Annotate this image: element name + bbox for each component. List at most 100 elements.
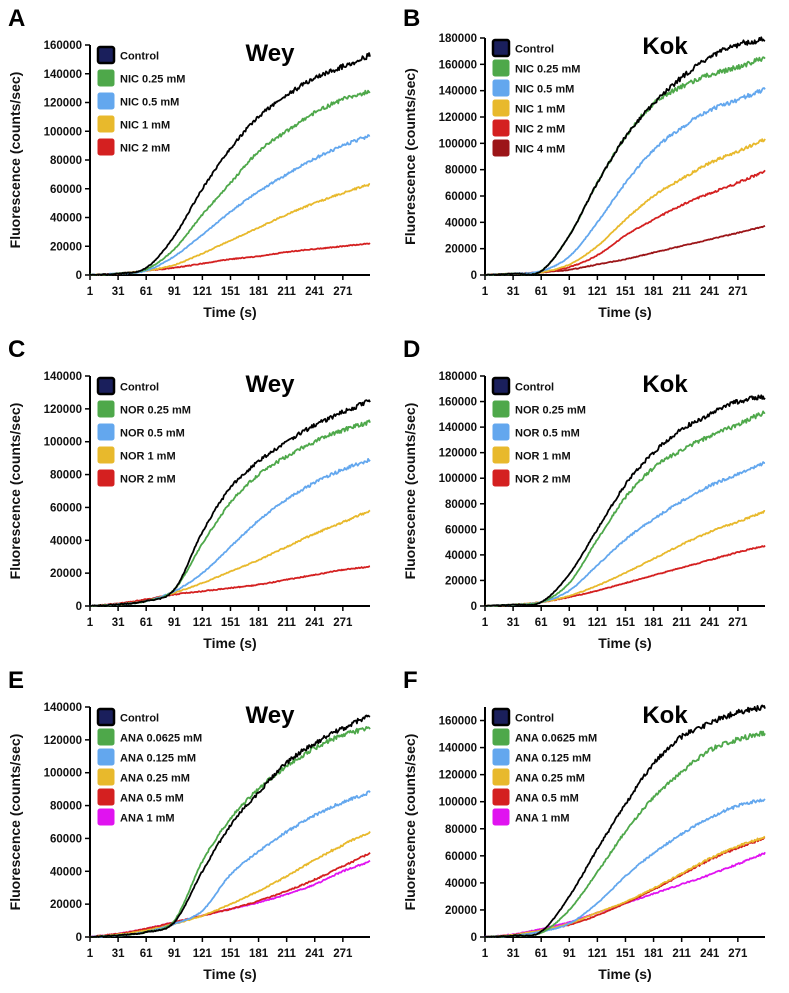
series-line-nor-0-25-mm [484,410,766,607]
y-tick-label: 180000 [439,371,477,383]
x-tick-label: 1 [87,948,94,960]
y-tick-label: 20000 [445,905,477,917]
series-line-nor-1-mm [90,509,371,607]
y-tick-label: 0 [76,270,82,282]
chart-title: Kok [642,702,688,729]
series-line-control [90,399,371,607]
panel-letter: E [8,667,24,694]
series-line-nic-0-5-mm [485,87,766,276]
chart-title: Wey [246,702,296,729]
y-tick-label: 120000 [439,448,477,460]
legend-swatch [491,38,511,58]
y-tick-label: 20000 [50,241,82,253]
chart-svg: D Kok 0 20000 40000 60000 80000 100000 120000 140… [402,336,766,651]
y-tick-label: 60000 [50,833,82,845]
legend-label: NIC 0.5 mM [515,84,574,96]
y-tick-label: 40000 [445,878,477,890]
chart-title: Wey [246,371,296,398]
y-tick-label: 120000 [439,112,477,124]
chart-svg: B Kok 0 20000 40000 60000 80000 100000 120000 140… [402,5,766,320]
x-tick-label: 271 [333,286,353,298]
y-tick-label: 60000 [445,191,477,203]
x-axis-title: Time (s) [598,304,651,320]
legend-swatch [97,423,115,441]
y-tick-label: 140000 [44,702,82,714]
y-tick-label: 40000 [50,535,82,547]
x-tick-label: 181 [249,617,269,629]
y-tick-label: 0 [471,932,477,944]
x-tick-label: 121 [193,286,213,298]
series-group [484,704,766,938]
legend-label: NIC 0.25 mM [515,64,580,76]
legend-label: ANA 1 mM [515,813,570,825]
x-tick-label: 181 [644,948,664,960]
x-axis-title: Time (s) [598,966,651,982]
legend-label: ANA 0.5 mM [515,793,579,805]
legend-swatch [97,400,115,418]
series-group [89,714,371,938]
chart-panel-b: B Kok 0 20000 40000 60000 80000 100000 120000 140… [395,0,789,331]
legend-label: ANA 0.125 mM [120,753,196,765]
x-tick-label: 211 [277,286,296,298]
y-tick-label: 140000 [44,69,82,81]
series-line-ana-0-25-mm [89,831,371,938]
y-tick-label: 140000 [439,422,477,434]
y-tick-label: 140000 [44,371,82,383]
legend-label: ANA 0.25 mM [515,773,585,785]
legend-label: NIC 1 mM [120,120,170,132]
x-tick-label: 121 [193,948,213,960]
y-tick-label: 80000 [50,470,82,482]
legend-swatch [492,139,510,157]
y-tick-label: 80000 [445,165,477,177]
legend-label: NOR 2 mM [515,474,571,486]
x-tick-label: 91 [168,286,181,298]
chart-panel-c: C Wey 0 20000 40000 60000 80000 100000 120000 140… [0,331,394,662]
x-tick-label: 211 [277,617,296,629]
y-tick-label: 80000 [445,824,477,836]
y-axis-title: Fluorescence (counts/sec) [7,403,23,580]
legend-swatch [97,92,115,110]
legend-label: NOR 1 mM [120,451,176,463]
legend-swatch [492,99,510,117]
y-axis-title: Fluorescence (counts/sec) [7,734,23,911]
y-tick-label: 100000 [44,126,82,138]
series-line-nic-1-mm [485,138,766,276]
legend-label: NOR 0.25 mM [120,405,191,417]
x-tick-label: 91 [563,617,576,629]
y-tick-label: 120000 [44,735,82,747]
y-tick-label: 40000 [445,217,477,229]
series-line-control [485,36,766,276]
panel-letter: D [403,336,420,363]
legend-label: Control [120,713,159,725]
y-tick-label: 100000 [439,138,477,150]
x-tick-label: 211 [672,286,691,298]
chart-title: Kok [642,371,688,398]
y-tick-label: 160000 [44,40,82,52]
y-tick-label: 0 [76,932,82,944]
series-line-ana-0-125-mm [484,798,766,938]
series-line-nic-2-mm [89,242,371,276]
legend-swatch [492,119,510,137]
x-tick-label: 271 [728,617,748,629]
x-axis-title: Time (s) [203,635,256,651]
y-tick-label: 0 [471,601,477,613]
chart-title: Kok [642,33,688,60]
x-tick-label: 61 [140,617,153,629]
chart-panel-a: A Wey 0 20000 40000 60000 80000 100000 120000 140… [0,0,394,331]
series-line-ana-0-25-mm [484,835,766,938]
y-tick-label: 160000 [439,397,477,409]
legend-label: Control [515,713,554,725]
x-tick-label: 31 [507,948,520,960]
x-tick-label: 61 [140,286,153,298]
legend-label: ANA 0.5 mM [120,793,184,805]
y-tick-label: 80000 [50,801,82,813]
legend-label: ANA 0.0625 mM [120,733,202,745]
legend-swatch [492,423,510,441]
legend-swatch [492,400,510,418]
x-tick-label: 211 [672,617,691,629]
x-tick-label: 121 [588,286,608,298]
y-tick-label: 20000 [50,568,82,580]
x-tick-label: 151 [221,617,241,629]
chart-panel-e: E Wey 0 20000 40000 60000 80000 100000 120000 140… [0,662,394,993]
panel-letter: B [403,5,420,32]
